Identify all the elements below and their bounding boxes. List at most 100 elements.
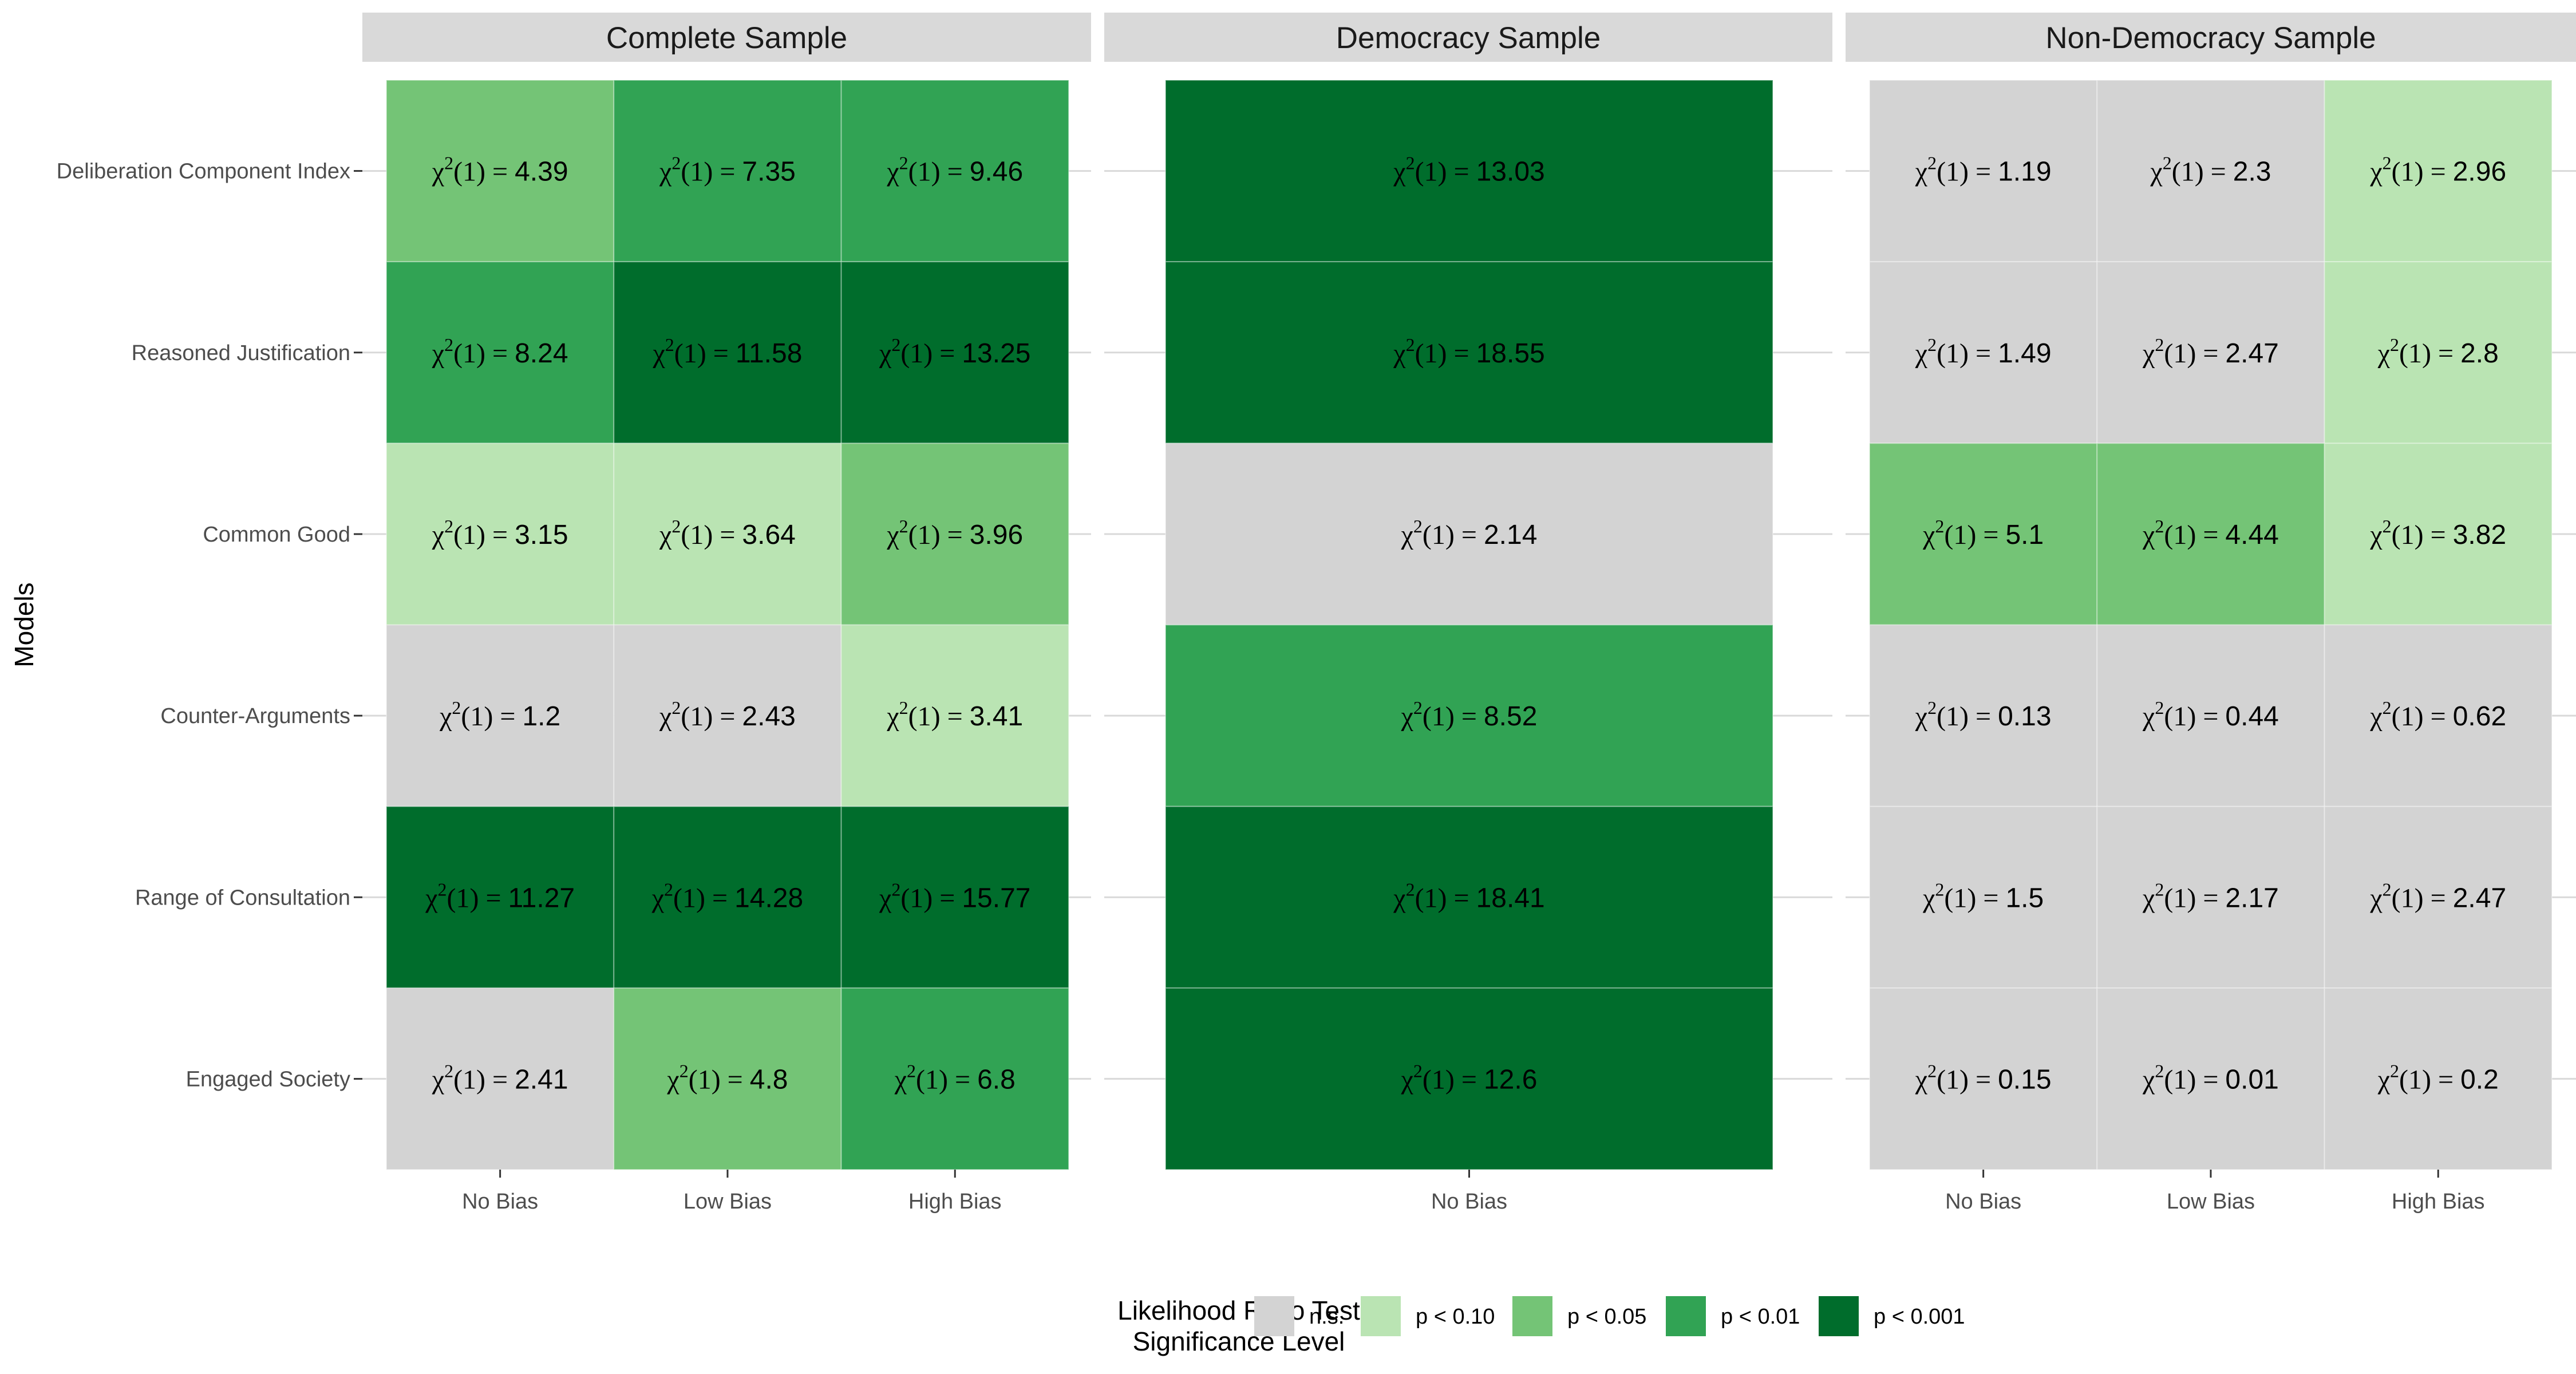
heatmap-cell — [386, 80, 615, 263]
heatmap-cell — [386, 806, 615, 989]
legend-label: n.s. — [1309, 1305, 1344, 1329]
heatmap-cell — [2096, 624, 2325, 807]
cell-label: χ2(1) = 2.47 — [2369, 879, 2506, 913]
cell-label: χ2(1) = 0.44 — [2142, 697, 2279, 732]
heatmap-cell — [2324, 624, 2553, 807]
cell-label: χ2(1) = 2.8 — [2377, 334, 2499, 369]
heatmap-cell — [386, 261, 615, 444]
cell-label: χ2(1) = 1.5 — [1922, 879, 2044, 913]
heatmap-cell — [2324, 987, 2553, 1171]
facet-panel: Non-Democracy Sample χ2(1) = 1.19 χ2(1) = … — [1846, 13, 2576, 1214]
heatmap-cell — [1165, 806, 1773, 989]
cell-label: χ2(1) = 13.03 — [1393, 153, 1544, 187]
x-tick-label: No Bias — [462, 1190, 538, 1214]
cell-label: χ2(1) = 2.96 — [2369, 153, 2506, 187]
cell-label: χ2(1) = 1.2 — [439, 697, 560, 732]
x-tick-label: Low Bias — [683, 1190, 772, 1214]
heatmap-cell — [2324, 443, 2553, 626]
cell-label: χ2(1) = 3.15 — [432, 516, 568, 550]
cell-label: χ2(1) = 12.6 — [1401, 1060, 1538, 1095]
heatmap-cell — [2096, 806, 2325, 989]
cell-label: χ2(1) = 2.17 — [2142, 879, 2279, 913]
heatmap-cell — [2096, 443, 2325, 626]
y-tick-label: Common Good — [203, 523, 350, 547]
cell-label: χ2(1) = 5.1 — [1922, 516, 2044, 550]
legend-label: p < 0.001 — [1874, 1305, 1965, 1329]
heatmap-cell — [1869, 261, 2098, 444]
legend-key — [1254, 1296, 1294, 1336]
heatmap-cell — [1165, 443, 1773, 626]
cell-label: χ2(1) = 6.8 — [894, 1060, 1016, 1095]
heatmap-cell — [1869, 80, 2098, 263]
heatmap-cell — [1869, 624, 2098, 807]
cell-label: χ2(1) = 2.43 — [659, 697, 796, 732]
x-tick-label: No Bias — [1945, 1190, 2021, 1214]
cell-label: χ2(1) = 4.39 — [432, 153, 568, 187]
legend-label: p < 0.10 — [1416, 1305, 1495, 1329]
heatmap-cell — [613, 261, 842, 444]
legend-title: Likelihood Ratio Test — [1117, 1296, 1360, 1325]
heatmap-cell — [1165, 624, 1773, 807]
cell-label: χ2(1) = 1.19 — [1915, 153, 2052, 187]
heatmap-cell — [2324, 261, 2553, 444]
facet-strip-title: Non-Democracy Sample — [2045, 21, 2376, 55]
cell-label: χ2(1) = 0.01 — [2142, 1060, 2279, 1095]
cell-label: χ2(1) = 0.2 — [2377, 1060, 2499, 1095]
cell-label: χ2(1) = 0.15 — [1915, 1060, 2052, 1095]
cell-label: χ2(1) = 11.27 — [425, 879, 575, 913]
heatmap-cell — [613, 806, 842, 989]
y-tick-label: Engaged Society — [186, 1067, 350, 1091]
cell-label: χ2(1) = 2.47 — [2142, 334, 2279, 369]
x-tick-label: High Bias — [908, 1190, 1002, 1214]
y-tick-label: Deliberation Component Index — [57, 160, 350, 184]
x-tick-label: No Bias — [1431, 1190, 1507, 1214]
cell-label: χ2(1) = 2.3 — [2150, 153, 2271, 187]
cell-label: χ2(1) = 15.77 — [879, 879, 1030, 913]
heatmap-cell — [840, 261, 1069, 444]
y-axis-title: Models — [9, 582, 39, 667]
legend-key — [1361, 1296, 1401, 1336]
cell-label: χ2(1) = 3.41 — [886, 697, 1023, 732]
legend-key — [1819, 1296, 1859, 1336]
heatmap-cell — [613, 624, 842, 807]
heatmap-cell — [386, 443, 615, 626]
heatmap-cell — [386, 624, 615, 807]
legend-title: Significance Level — [1133, 1326, 1345, 1356]
facet-strip-title: Complete Sample — [606, 21, 847, 55]
heatmap-cell — [386, 987, 615, 1171]
cell-label: χ2(1) = 14.28 — [651, 879, 803, 913]
heatmap-cell — [1165, 261, 1773, 444]
heatmap-cell — [2096, 80, 2325, 263]
x-tick-label: Low Bias — [2167, 1190, 2255, 1214]
heatmap-cell — [613, 443, 842, 626]
heatmap-cell — [1869, 806, 2098, 989]
cell-label: χ2(1) = 4.44 — [2142, 516, 2279, 550]
heatmap-cell — [613, 987, 842, 1171]
facet-panel: Democracy Sample χ2(1) = 13.03 χ2(1) = 18.… — [1104, 13, 1832, 1214]
cell-label: χ2(1) = 4.8 — [666, 1060, 788, 1095]
legend-key — [1666, 1296, 1706, 1336]
cell-label: χ2(1) = 0.62 — [2369, 697, 2506, 732]
cell-label: χ2(1) = 3.96 — [886, 516, 1023, 550]
heatmap-cell — [1165, 80, 1773, 263]
cell-label: χ2(1) = 8.24 — [432, 334, 568, 369]
heatmap-cell — [2324, 806, 2553, 989]
legend-key — [1512, 1296, 1552, 1336]
legend-label: p < 0.01 — [1721, 1305, 1800, 1329]
heatmap-cell — [840, 80, 1069, 263]
heatmap-cell — [1165, 987, 1773, 1171]
heatmap-cell — [2096, 261, 2325, 444]
heatmap-cell — [1869, 443, 2098, 626]
x-tick-label: High Bias — [2392, 1190, 2485, 1214]
facet-strip-title: Democracy Sample — [1336, 21, 1601, 55]
y-tick-label: Range of Consultation — [135, 886, 350, 910]
heatmap-cell — [613, 80, 842, 263]
cell-label: χ2(1) = 1.49 — [1915, 334, 2052, 369]
facet-strip — [1104, 13, 1832, 62]
cell-label: χ2(1) = 3.82 — [2369, 516, 2506, 550]
facet-panel: Complete Sample χ2(1) = 4.39 χ2(1) = 7.35 χ… — [362, 13, 1091, 1214]
heatmap-cell — [840, 987, 1069, 1171]
heatmap-cell — [1869, 987, 2098, 1171]
